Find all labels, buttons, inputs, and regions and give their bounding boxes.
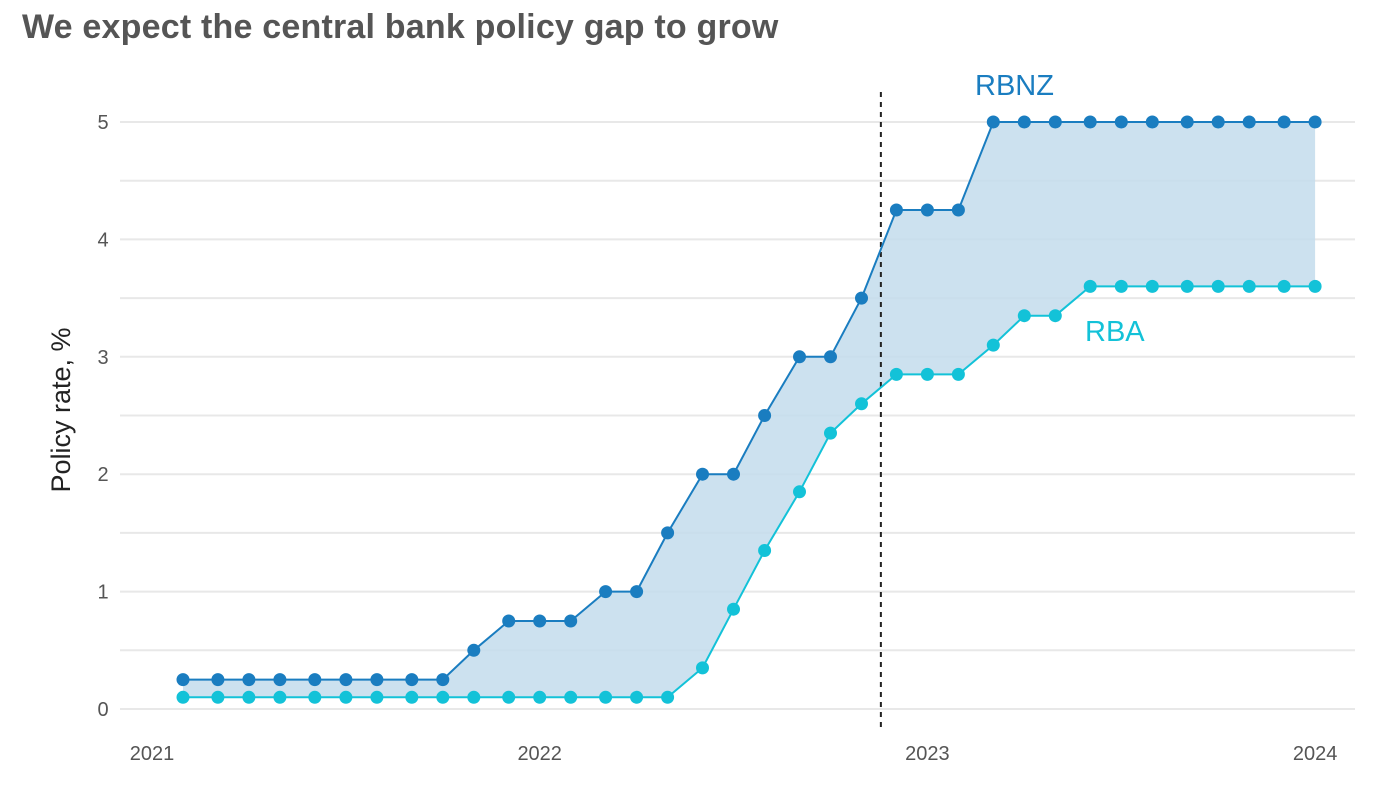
- data-point-rbnz: [1242, 115, 1256, 129]
- data-point-rbnz: [242, 673, 256, 687]
- data-point-rba: [758, 544, 772, 557]
- x-tick-label: 2021: [130, 743, 175, 765]
- data-point-rbnz: [1048, 115, 1062, 129]
- series-rbnz: [176, 115, 1322, 687]
- data-point-rba: [1145, 279, 1159, 293]
- series-label-rbnz: RBNZ: [975, 70, 1054, 102]
- data-point-rba: [242, 690, 256, 704]
- data-point-rbnz: [308, 673, 322, 687]
- data-point-rba: [1180, 279, 1194, 293]
- data-point-rba: [855, 397, 868, 411]
- data-point-rba: [339, 690, 353, 704]
- data-point-rba: [889, 367, 903, 381]
- data-point-rbnz: [1017, 115, 1031, 129]
- data-point-rba: [273, 690, 287, 704]
- data-point-rbnz: [467, 643, 481, 657]
- data-point-rbnz: [920, 203, 934, 217]
- data-point-rbnz: [951, 203, 965, 217]
- data-point-rba: [920, 367, 934, 381]
- data-point-rbnz: [986, 115, 1000, 129]
- y-tick-label: 2: [97, 464, 108, 486]
- data-point-rbnz: [211, 673, 225, 687]
- y-tick-label: 4: [97, 229, 108, 251]
- x-tick-label: 2023: [905, 743, 950, 765]
- data-point-rba: [176, 690, 190, 704]
- gap-shading: [183, 122, 1316, 698]
- data-point-rba: [1242, 279, 1256, 293]
- x-tick-label: 2024: [1293, 743, 1338, 765]
- data-point-rbnz: [1211, 115, 1225, 129]
- data-point-rba: [436, 690, 450, 704]
- data-point-rba: [696, 661, 709, 675]
- data-point-rbnz: [1114, 115, 1128, 129]
- data-point-rbnz: [564, 614, 578, 628]
- data-point-rba: [1277, 279, 1291, 293]
- data-point-rba: [630, 690, 644, 704]
- data-point-rba: [1114, 279, 1128, 293]
- data-point-rbnz: [758, 409, 772, 422]
- data-point-rbnz: [599, 585, 613, 599]
- data-point-rba: [1048, 309, 1062, 323]
- y-tick-label: 1: [97, 582, 108, 604]
- data-point-rba: [951, 367, 965, 381]
- data-point-rbnz: [1083, 115, 1097, 129]
- data-point-rbnz: [176, 673, 190, 687]
- data-point-rba: [1083, 279, 1097, 293]
- data-point-rba: [467, 690, 481, 704]
- x-tick-label: 2022: [517, 743, 562, 765]
- data-point-rba: [793, 485, 806, 499]
- gap-fill-area: [183, 122, 1316, 698]
- data-point-rbnz: [405, 673, 419, 687]
- y-tick-label: 5: [97, 112, 108, 134]
- data-point-rba: [661, 690, 675, 704]
- data-point-rba: [1308, 279, 1322, 293]
- data-point-rba: [564, 690, 578, 704]
- data-point-rba: [727, 602, 740, 616]
- data-point-rbnz: [533, 614, 547, 628]
- data-point-rbnz: [339, 673, 353, 687]
- data-point-rba: [308, 690, 322, 704]
- data-point-rba: [986, 338, 1000, 352]
- data-point-rba: [824, 426, 837, 440]
- data-point-rbnz: [824, 350, 837, 364]
- data-point-rbnz: [502, 614, 516, 628]
- series-layer: [176, 115, 1322, 704]
- data-point-rbnz: [855, 291, 868, 305]
- data-point-rbnz: [273, 673, 287, 687]
- data-point-rbnz: [436, 673, 450, 687]
- data-point-rba: [1017, 309, 1031, 323]
- data-point-rba: [211, 690, 225, 704]
- y-axis-title: Policy rate, %: [46, 327, 76, 492]
- data-point-rbnz: [370, 673, 384, 687]
- data-point-rbnz: [1277, 115, 1291, 129]
- series-rba: [176, 279, 1322, 704]
- data-point-rba: [502, 690, 516, 704]
- y-tick-label: 0: [97, 699, 108, 721]
- data-point-rbnz: [1308, 115, 1322, 129]
- data-point-rba: [599, 690, 613, 704]
- data-point-rbnz: [727, 467, 740, 481]
- data-point-rba: [533, 690, 547, 704]
- data-point-rbnz: [889, 203, 903, 217]
- data-point-rbnz: [1180, 115, 1194, 129]
- data-point-rbnz: [793, 350, 806, 364]
- data-point-rbnz: [696, 467, 709, 481]
- data-point-rbnz: [1145, 115, 1159, 129]
- data-point-rba: [370, 690, 384, 704]
- data-point-rbnz: [661, 526, 675, 540]
- chart-title: We expect the central bank policy gap to…: [22, 8, 779, 46]
- data-point-rba: [405, 690, 419, 704]
- series-label-rba: RBA: [1085, 316, 1145, 348]
- y-tick-label: 3: [97, 347, 108, 369]
- tick-labels: 0 1 2 3 4 5 2021 2022 2023 2024: [97, 112, 1337, 765]
- data-point-rba: [1211, 279, 1225, 293]
- data-point-rbnz: [630, 585, 644, 599]
